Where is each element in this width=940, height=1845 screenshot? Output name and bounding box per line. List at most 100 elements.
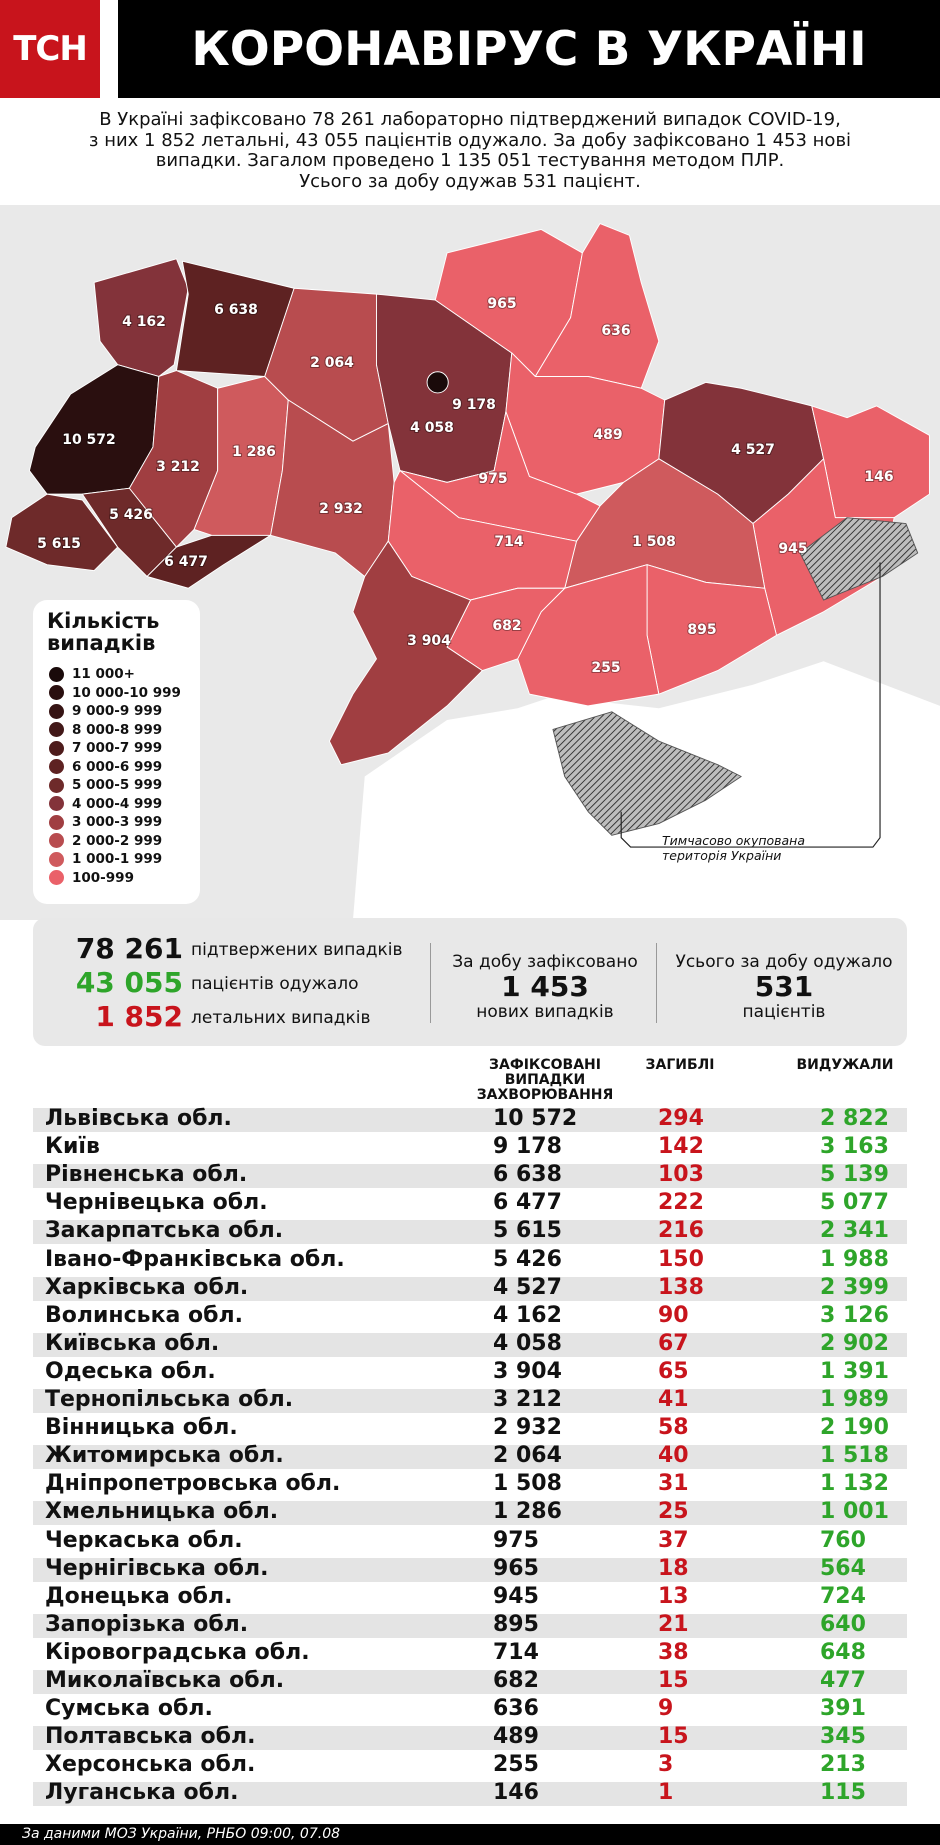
table-row: Івано-Франківська обл. 5 426 150 1 988 (33, 1246, 907, 1273)
map-labels: 4 162 6 638 2 064 965 636 9 178 4 058 10… (36, 295, 895, 863)
table-row: Тернопільська обл. 3 212 41 1 989 (33, 1387, 907, 1413)
row-name: Луганська обл. (45, 1780, 239, 1806)
region-value: 945 (778, 541, 807, 557)
intro-line: випадки. Загалом проведено 1 135 051 тес… (155, 150, 785, 171)
recovered: 1 518 (820, 1443, 889, 1469)
table-row: Миколаївська обл. 682 15 477 (33, 1668, 907, 1694)
row-name: Кіровоградська обл. (45, 1639, 310, 1665)
row-name: Сумська обл. (45, 1696, 213, 1722)
legend-swatch (49, 685, 64, 700)
table-row: Сумська обл. 636 9 391 (33, 1696, 907, 1722)
cases: 4 058 (493, 1330, 562, 1356)
legend-item: 11 000+ (49, 666, 135, 682)
column-header-line: ВИПАДКИ (504, 1072, 586, 1088)
region-value: 4 058 (410, 420, 454, 436)
column-header: ЗАФІКСОВАНІ ВИПАДКИ ЗАХВОРЮВАННЯ (455, 1058, 635, 1103)
deaths: 142 (658, 1134, 704, 1160)
column-header-line: ЗАХВОРЮВАННЯ (476, 1087, 614, 1103)
cases: 255 (493, 1752, 539, 1778)
legend-item: 10 000-10 999 (49, 685, 181, 701)
region-value: 489 (593, 427, 622, 443)
column-header-line: ВИДУЖАЛИ (796, 1057, 894, 1073)
separator (430, 943, 431, 1023)
recovered: 1 001 (820, 1499, 889, 1525)
table-row: Черкаська обл. 975 37 760 (33, 1527, 907, 1554)
table-row: Хмельницька обл. 1 286 25 1 001 (33, 1499, 907, 1526)
map: 4 162 6 638 2 064 965 636 9 178 4 058 10… (0, 205, 940, 920)
region-value: 5 615 (37, 536, 81, 552)
legend-swatch (49, 666, 64, 682)
table-row: Дніпропетровська обл. 1 508 31 1 132 (33, 1471, 907, 1497)
region-value: 5 426 (109, 507, 153, 523)
recovered: 345 (820, 1724, 866, 1750)
separator (656, 943, 657, 1023)
stat-value: 43 055 (75, 966, 183, 999)
cases: 2 932 (493, 1415, 562, 1441)
occupied-area (552, 711, 742, 836)
stat-caption: За добу зафіксовано (452, 952, 638, 972)
recovered: 1 989 (820, 1387, 889, 1412)
column-header-line: ЗАГИБЛІ (645, 1057, 715, 1073)
cases: 5 426 (493, 1246, 562, 1272)
cases: 6 638 (493, 1162, 562, 1188)
deaths: 38 (658, 1639, 689, 1665)
legend-label: 4 000-4 999 (72, 795, 163, 812)
row-name: Івано-Франківська обл. (45, 1246, 345, 1272)
deaths: 1 (658, 1780, 674, 1806)
region-value: 714 (494, 534, 523, 550)
table-row: Полтавська обл. 489 15 345 (33, 1724, 907, 1751)
region-value: 1 508 (632, 534, 676, 550)
table-row: Одеська обл. 3 904 65 1 391 (33, 1358, 907, 1385)
legend-item: 9 000-9 999 (49, 703, 162, 719)
cases: 895 (493, 1611, 539, 1637)
cases: 714 (493, 1639, 539, 1665)
recovered: 648 (820, 1639, 866, 1665)
deaths: 13 (658, 1583, 689, 1609)
region-value: 965 (487, 296, 516, 312)
stat-daily: Усього за добу одужало 531 пацієнтів (661, 952, 907, 1022)
recovered: 391 (820, 1696, 866, 1722)
legend-item: 100-999 (49, 870, 134, 886)
region-value: 636 (601, 323, 630, 339)
legend-swatch (49, 851, 64, 867)
legend: Кількість випадків 11 000+ 10 000-10 999 9… (33, 600, 200, 904)
stat-value: 78 261 (75, 932, 183, 965)
region-value: 255 (591, 660, 620, 676)
region (176, 260, 295, 377)
cases: 10 572 (493, 1106, 578, 1131)
legend-swatch (49, 777, 64, 793)
deaths: 3 (658, 1752, 674, 1778)
deaths: 31 (658, 1471, 689, 1497)
row-name: Київська обл. (45, 1330, 220, 1356)
deaths: 41 (658, 1387, 689, 1412)
legend-item: 8 000-8 999 (49, 722, 162, 738)
table-row: Закарпатська обл. 5 615 216 2 341 (33, 1218, 907, 1245)
row-name: Миколаївська обл. (45, 1668, 285, 1693)
recovered: 213 (820, 1752, 866, 1778)
deaths: 222 (658, 1190, 704, 1216)
legend-swatch (49, 870, 64, 885)
note-pointer (620, 562, 881, 848)
cases: 3 904 (493, 1358, 562, 1384)
legend-title-line: Кількість (47, 609, 160, 633)
region-value: 895 (687, 622, 716, 638)
region-value: 9 178 (452, 397, 496, 413)
region-value: 2 932 (319, 501, 363, 517)
cases: 1 508 (493, 1471, 562, 1497)
region-value: 4 527 (731, 442, 775, 458)
footer: За даними МОЗ України, РНБО 09:00, 07.08 (0, 1824, 940, 1845)
occupied-area (799, 517, 919, 601)
stat-value: 1 453 (501, 970, 589, 1003)
deaths: 294 (658, 1106, 704, 1131)
row-name: Запорізька обл. (45, 1611, 249, 1637)
cases: 146 (493, 1780, 539, 1806)
cases: 489 (493, 1724, 539, 1750)
region-value: 6 477 (164, 554, 208, 570)
column-header: ЗАГИБЛІ (620, 1058, 740, 1073)
region (328, 540, 483, 766)
kyiv-city (426, 371, 449, 394)
deaths: 18 (658, 1555, 689, 1581)
recovered: 760 (820, 1527, 866, 1553)
deaths: 9 (658, 1696, 674, 1722)
legend-title-line: випадків (47, 631, 156, 655)
